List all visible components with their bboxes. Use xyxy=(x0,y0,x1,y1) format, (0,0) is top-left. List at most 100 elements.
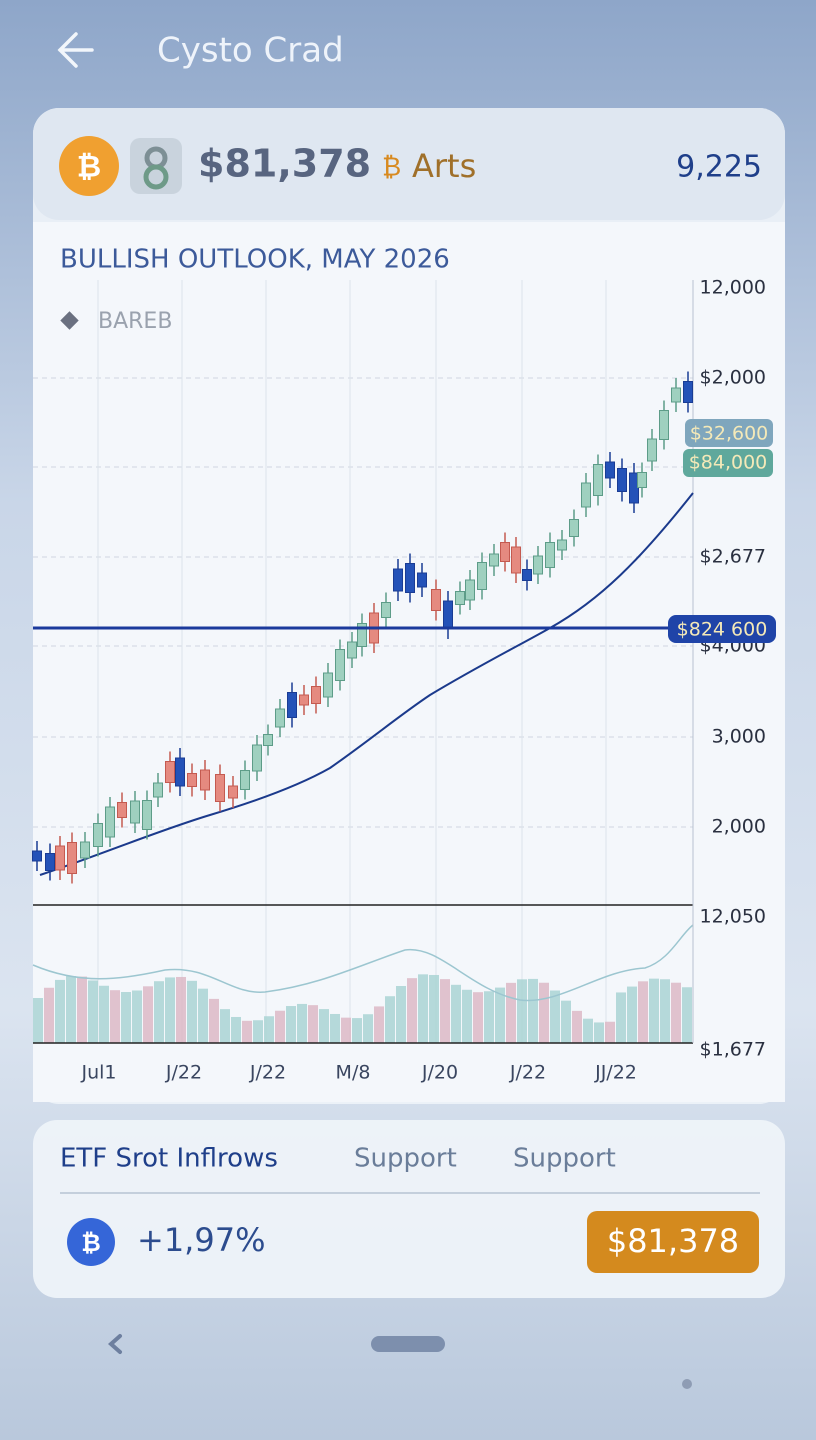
volume-bar xyxy=(99,985,109,1043)
volume-bar xyxy=(297,1003,307,1043)
candle-body xyxy=(55,845,65,871)
volume-bar xyxy=(561,1000,571,1043)
candle-body xyxy=(683,381,693,403)
candle-body xyxy=(593,464,603,496)
candle-body xyxy=(417,572,427,588)
candle-body xyxy=(347,641,357,659)
volume-bar xyxy=(55,979,65,1043)
volume-bar xyxy=(671,982,681,1043)
candle-body xyxy=(431,589,441,611)
price-tag-label: $84,000 xyxy=(689,452,768,474)
candle-body xyxy=(500,542,510,562)
volume-bar xyxy=(495,987,505,1043)
volume-bar xyxy=(528,978,538,1043)
price-tag xyxy=(685,419,773,447)
price-button[interactable] xyxy=(587,1211,759,1273)
candle-body xyxy=(142,800,152,830)
volume-bar xyxy=(440,979,450,1043)
x-tick-label: Jul1 xyxy=(80,1062,116,1084)
y-tick-label: 12,050 xyxy=(700,906,766,928)
candle-body xyxy=(605,461,615,479)
volume-bar xyxy=(429,974,439,1043)
volume-bar xyxy=(154,981,164,1043)
volume-bar xyxy=(33,998,43,1043)
candle-body xyxy=(175,757,185,787)
volume-bar xyxy=(143,986,153,1043)
y-tick-label: $1,677 xyxy=(700,1039,766,1061)
candle-body xyxy=(80,841,90,859)
candle-body xyxy=(311,686,321,704)
candle-body xyxy=(130,800,140,824)
volume-bar xyxy=(627,986,637,1043)
candle-body xyxy=(263,734,273,746)
btc-icon xyxy=(67,1218,115,1266)
volume-bar xyxy=(308,1005,318,1043)
tab[interactable]: Support xyxy=(354,1144,457,1174)
chart-title: BULLISH OUTLOOK, MAY 2026 xyxy=(60,245,450,275)
candle-body xyxy=(443,600,453,630)
candle-body xyxy=(187,773,197,787)
volume-bar xyxy=(583,1018,593,1043)
candle-body xyxy=(105,806,115,838)
candle-body xyxy=(117,802,127,818)
volume-bar xyxy=(396,985,406,1043)
price-tag xyxy=(683,449,773,477)
candle-body xyxy=(381,602,391,618)
candle-body xyxy=(299,694,309,706)
tab[interactable]: ETF Srot Inflrows xyxy=(60,1144,278,1174)
volume-bar xyxy=(242,1020,252,1043)
volume-bar xyxy=(132,990,142,1043)
candle-body xyxy=(545,542,555,568)
price-change: +1,97% xyxy=(137,1221,265,1259)
moving-average xyxy=(39,492,694,876)
volume-bar xyxy=(616,992,626,1043)
candle-body xyxy=(569,519,579,537)
volume-bar xyxy=(198,988,208,1043)
volume-bar xyxy=(473,992,483,1043)
volume-bar xyxy=(264,1016,274,1043)
candle-body xyxy=(252,744,262,772)
nav-back[interactable] xyxy=(107,1334,122,1354)
nav-home[interactable] xyxy=(371,1336,445,1352)
price-tag-label: $32,600 xyxy=(690,423,769,445)
price-button-label: $81,378 xyxy=(607,1222,739,1260)
candle-body xyxy=(637,472,647,488)
candle-body xyxy=(240,770,250,790)
candle-body xyxy=(581,482,591,508)
candle-body xyxy=(228,785,238,799)
candle-body xyxy=(32,850,42,862)
btc-symbol: ₿ xyxy=(81,1229,101,1257)
x-tick-label: J/22 xyxy=(165,1062,202,1084)
volume-bar xyxy=(484,991,494,1043)
volume-bar xyxy=(319,1009,329,1043)
back-button[interactable] xyxy=(57,32,94,68)
candle-body xyxy=(455,591,465,605)
ticker-price: $81,378 xyxy=(198,142,371,186)
volume-bar xyxy=(176,976,186,1043)
volume-bar xyxy=(462,989,472,1043)
volume-bar xyxy=(385,996,395,1043)
chart-area xyxy=(33,222,785,1102)
volume-bar xyxy=(44,987,54,1043)
coin-icon-glyph xyxy=(143,164,169,190)
volume-bar xyxy=(352,1018,362,1043)
volume-bar xyxy=(605,1021,615,1043)
ticker-symbol: ₿ xyxy=(382,153,401,183)
candle-body xyxy=(617,468,627,492)
candle-body xyxy=(557,539,567,551)
x-tick-label: JJ/22 xyxy=(594,1062,637,1084)
legend-marker xyxy=(60,311,79,330)
x-tick-label: M/8 xyxy=(336,1062,371,1084)
candle-body xyxy=(215,774,225,802)
volume-bar xyxy=(253,1020,263,1043)
volume-bar xyxy=(539,982,549,1043)
y-tick-label: 2,000 xyxy=(712,816,766,838)
volume-bar xyxy=(165,977,175,1043)
volume-bar xyxy=(286,1006,296,1043)
nav-dot xyxy=(682,1379,692,1389)
volume-bar xyxy=(88,980,98,1043)
tab[interactable]: Support xyxy=(513,1144,616,1174)
volume-bar xyxy=(187,980,197,1043)
candle-body xyxy=(335,649,345,681)
volume-bar xyxy=(77,976,87,1043)
